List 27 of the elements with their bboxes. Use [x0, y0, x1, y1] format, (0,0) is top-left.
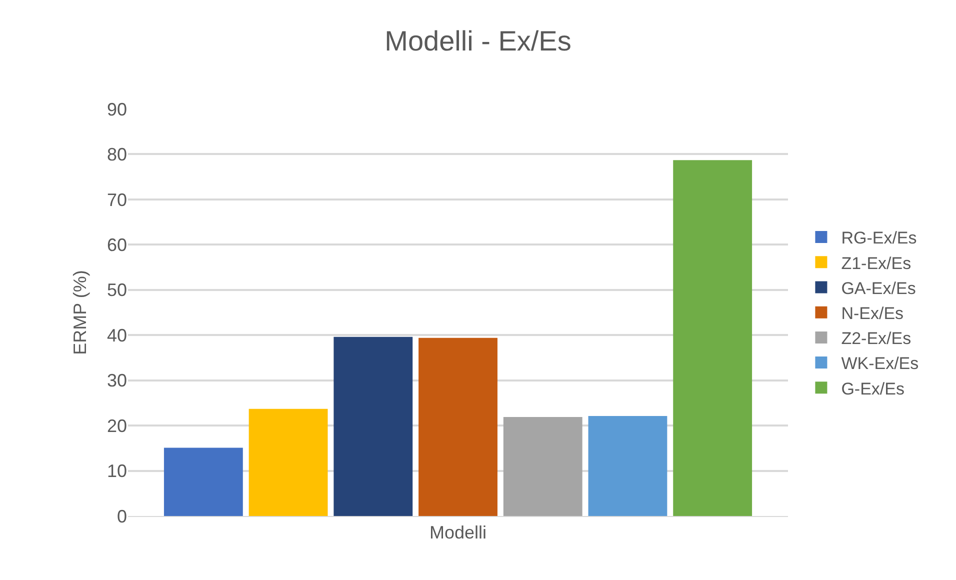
legend-label: WK-Ex/Es — [841, 354, 919, 374]
bar — [673, 160, 752, 516]
y-tick-label: 50 — [106, 280, 127, 300]
bar — [418, 338, 498, 516]
bar — [503, 416, 582, 516]
y-tick-label: 30 — [106, 370, 127, 391]
y-tick-label: 0 — [116, 506, 127, 526]
y-tick-label: 60 — [106, 234, 127, 255]
bar — [248, 408, 328, 516]
bar — [588, 416, 668, 516]
legend-label: GA-Ex/Es — [841, 278, 916, 298]
y-tick-label: 10 — [106, 461, 127, 482]
y-axis-title: ERMP (%) — [70, 270, 90, 355]
y-tick-label: 20 — [106, 416, 127, 436]
y-tick-label: 80 — [106, 144, 127, 165]
chart-title: Modelli - Ex/Es — [384, 25, 572, 56]
y-tick-label: 90 — [106, 99, 127, 120]
legend-label: Z1-Ex/Es — [841, 254, 912, 273]
bar — [164, 448, 243, 516]
legend-label: G-Ex/Es — [841, 379, 904, 398]
legend-label: RG-Ex/Es — [841, 228, 917, 248]
legend-label: Z2-Ex/Es — [841, 329, 912, 348]
x-tick-label: Modelli — [429, 522, 487, 543]
bar — [334, 336, 413, 516]
y-tick-label: 70 — [106, 190, 127, 210]
legend-label: N-Ex/Es — [841, 304, 904, 323]
y-tick-label: 40 — [106, 325, 127, 346]
